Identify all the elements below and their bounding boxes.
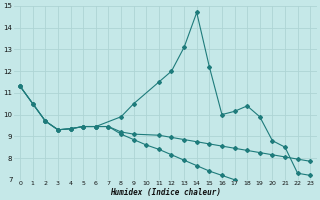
X-axis label: Humidex (Indice chaleur): Humidex (Indice chaleur)	[110, 188, 221, 197]
